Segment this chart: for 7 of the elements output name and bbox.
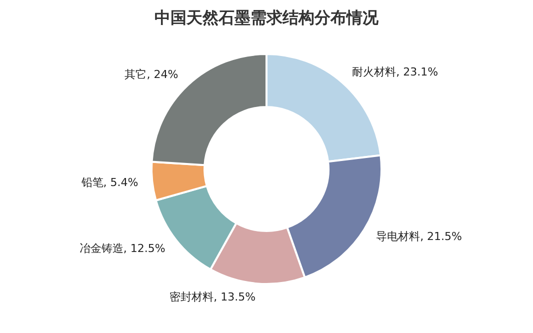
slice-label: 导电材料, 21.5%	[376, 230, 462, 244]
slice-label: 冶金铸造, 12.5%	[79, 242, 166, 256]
slice-label: 其它, 24%	[124, 68, 178, 81]
slice-label: 耐火材料, 23.1%	[352, 66, 438, 79]
slice-label: 密封材料, 13.5%	[170, 290, 256, 304]
chart-title: 中国天然石墨需求结构分布情况	[154, 8, 380, 27]
slice-label: 铅笔, 5.4%	[80, 176, 138, 189]
